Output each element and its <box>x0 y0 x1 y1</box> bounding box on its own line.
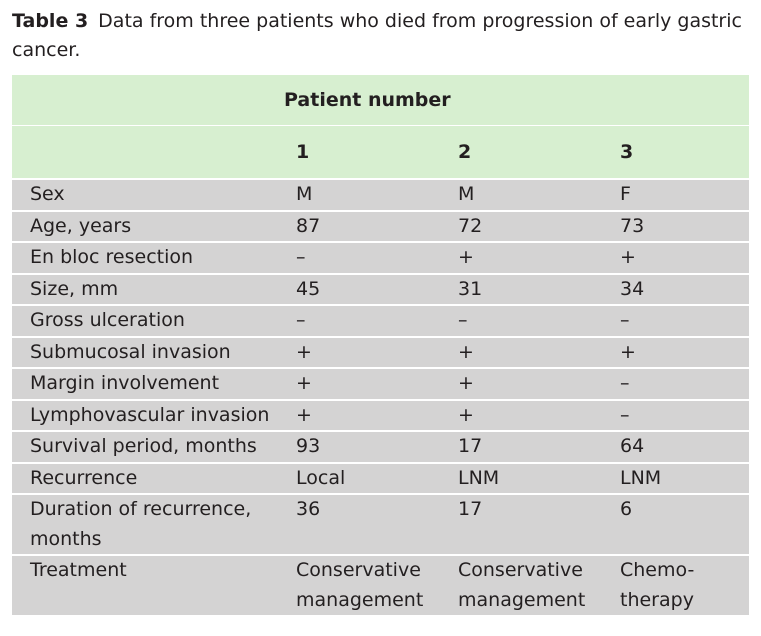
table-row: Margin involvement + + – <box>12 368 750 400</box>
table-row: Duration of recurrence, months 36 17 6 <box>12 494 750 555</box>
patient-3-value: 73 <box>620 214 645 237</box>
patient-3-value: 64 <box>620 435 645 457</box>
table-row: Survival period, months 93 17 64 <box>12 431 750 463</box>
patient-2-value: + <box>458 372 474 394</box>
table-row: Gross ulceration – – – <box>12 305 750 337</box>
patient-1-value: – <box>296 309 306 331</box>
table-row: Size, mm 45 31 34 <box>12 273 750 305</box>
patient-1-value: 87 <box>296 214 321 237</box>
patient-id-row: 1 2 3 <box>12 125 750 180</box>
patient-3-value: – <box>620 372 630 394</box>
patient-2-value: + <box>458 403 474 426</box>
patient-3-value: 34 <box>620 277 645 300</box>
patient-3-value: + <box>620 340 636 363</box>
patient-2-value: + <box>458 340 474 363</box>
patient-1-value: Conservative management <box>296 559 424 611</box>
table-row: Lymphovascular invasion + + – <box>12 399 750 431</box>
table-row: Recurrence Local LNM LNM <box>12 462 750 494</box>
patient-3-value: Chemo-therapy <box>620 559 695 611</box>
patient-1-value: 45 <box>296 277 321 300</box>
patient-1-value: 36 <box>296 498 321 520</box>
patient-2-value: + <box>458 246 474 268</box>
patient-3-header: 3 <box>620 141 634 163</box>
row-label: Size, mm <box>30 277 119 300</box>
table-row: Submucosal invasion + + + <box>12 336 750 368</box>
patient-2-value: M <box>458 183 475 205</box>
row-label: Duration of recurrence, months <box>30 498 252 550</box>
table-caption: Table 3 Data from three patients who died… <box>12 7 752 65</box>
table-row: Sex M M F <box>12 179 750 211</box>
patient-2-value: Conservative management <box>458 559 586 611</box>
row-label: En bloc resection <box>30 246 194 268</box>
row-label: Treatment <box>30 559 127 581</box>
row-label: Margin involvement <box>30 372 220 394</box>
row-label: Submucosal invasion <box>30 340 231 363</box>
table-row: Age, years 87 72 73 <box>12 210 750 242</box>
row-label: Age, years <box>30 214 132 237</box>
patient-1-value: + <box>296 372 312 394</box>
row-label: Sex <box>30 183 65 205</box>
patient-2-value: 17 <box>458 435 483 457</box>
patient-2-header: 2 <box>458 141 472 163</box>
patient-1-value: 93 <box>296 435 321 457</box>
table-caption-text: Data from three patients who died from p… <box>12 10 742 61</box>
row-label: Lymphovascular invasion <box>30 403 270 426</box>
patient-1-value: + <box>296 403 312 426</box>
row-label: Gross ulceration <box>30 309 185 331</box>
patient-3-value: – <box>620 403 630 426</box>
patient-number-header: Patient number <box>284 89 451 111</box>
patient-2-value: – <box>458 309 468 331</box>
patient-3-value: + <box>620 246 636 268</box>
patient-1-value: – <box>296 246 306 268</box>
patient-3-value: F <box>620 183 631 205</box>
patient-data-table: Patient number 1 2 3 Sex M M F Age, years 87 7… <box>12 75 750 617</box>
header-empty-cell <box>12 75 284 126</box>
table-row: Treatment Conservative management Conserva… <box>12 555 750 616</box>
group-header-row: Patient number <box>12 75 750 126</box>
patient-3-value: LNM <box>620 466 662 489</box>
patient-1-header: 1 <box>296 141 310 163</box>
patient-1-value: Local <box>296 466 346 489</box>
patient-3-value: – <box>620 309 630 331</box>
patient-2-value: 72 <box>458 214 483 237</box>
table-row: En bloc resection – + + <box>12 242 750 274</box>
patient-2-value: 31 <box>458 277 483 300</box>
patient-2-value: LNM <box>458 466 500 489</box>
patient-1-value: M <box>296 183 313 205</box>
header-empty-cell <box>12 126 284 180</box>
patient-2-value: 17 <box>458 498 483 520</box>
patient-1-value: + <box>296 340 312 363</box>
row-label: Recurrence <box>30 466 138 489</box>
row-label: Survival period, months <box>30 435 257 457</box>
table-label: Table 3 <box>12 10 89 32</box>
patient-3-value: 6 <box>620 498 633 520</box>
